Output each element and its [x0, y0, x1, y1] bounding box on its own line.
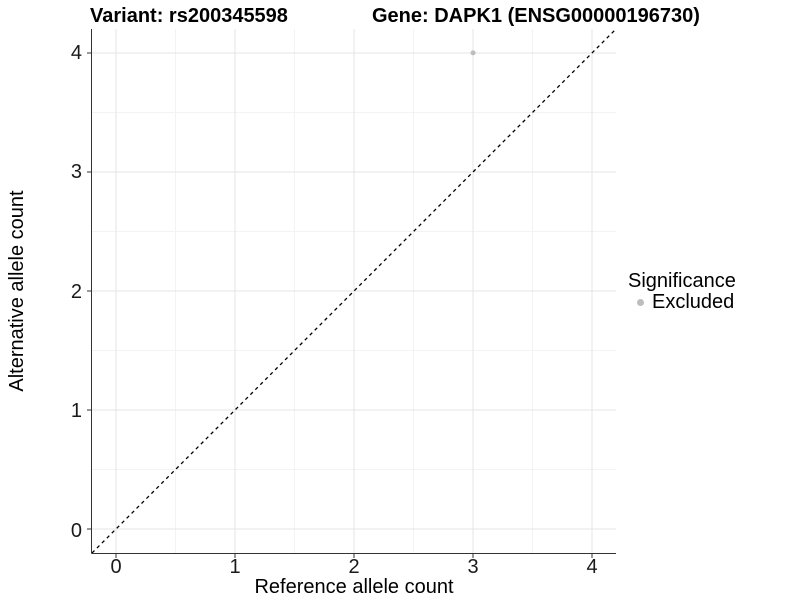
- x-tick-label-3: 3: [467, 556, 479, 578]
- x-tick-label-1: 1: [229, 556, 241, 578]
- y-tick-label-3: 3: [70, 161, 82, 183]
- legend-item-label: Excluded: [652, 291, 735, 313]
- legend: Significance Excluded: [628, 271, 736, 312]
- identity-dashed-line: [91, 28, 617, 554]
- legend-item-excluded: Excluded: [628, 292, 736, 312]
- data-point-excluded: [470, 50, 476, 56]
- y-axis-title: Alternative allele count: [6, 190, 28, 392]
- x-axis-title: Reference allele count: [254, 576, 454, 598]
- gene-title: Gene: DAPK1 (ENSG00000196730): [372, 5, 700, 27]
- y-tick-label-2: 2: [70, 281, 82, 303]
- variant-title: Variant: rs200345598: [90, 5, 288, 27]
- y-tick-label-4: 4: [70, 42, 82, 64]
- x-tick-label-2: 2: [348, 556, 360, 578]
- excluded-point-icon: [637, 298, 644, 306]
- x-tick-label-0: 0: [110, 556, 122, 578]
- legend-title: Significance: [628, 270, 736, 292]
- y-tick-label-1: 1: [70, 400, 82, 422]
- y-tick-label-0: 0: [70, 520, 82, 542]
- x-tick-label-4: 4: [586, 556, 598, 578]
